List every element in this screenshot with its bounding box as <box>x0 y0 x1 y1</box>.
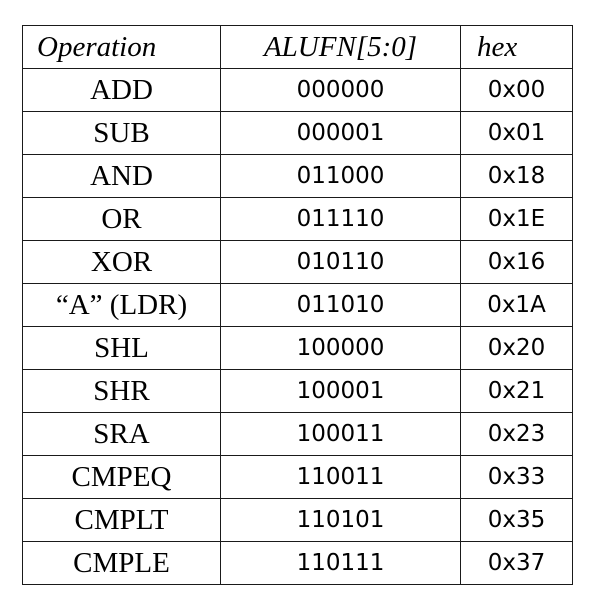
operation-cell: ADD <box>22 68 221 112</box>
table-row: CMPEQ 110011 0x33 <box>22 455 573 499</box>
header-alufn: ALUFN[5:0] <box>220 25 461 69</box>
alufn-cell: 010110 <box>220 240 461 284</box>
table-row: OR 011110 0x1E <box>22 197 573 241</box>
alufn-cell: 100001 <box>220 369 461 413</box>
table-row: ADD 000000 0x00 <box>22 68 573 112</box>
header-operation: Operation <box>22 25 221 69</box>
hex-cell: 0x23 <box>460 412 573 456</box>
operation-cell: “A” (LDR) <box>22 283 221 327</box>
hex-cell: 0x1E <box>460 197 573 241</box>
alufn-cell: 011010 <box>220 283 461 327</box>
table-row: AND 011000 0x18 <box>22 154 573 198</box>
alufn-cell: 011110 <box>220 197 461 241</box>
alufn-cell: 100011 <box>220 412 461 456</box>
operation-cell: SHR <box>22 369 221 413</box>
operation-cell: CMPLE <box>22 541 221 585</box>
hex-cell: 0x1A <box>460 283 573 327</box>
operation-cell: AND <box>22 154 221 198</box>
alufn-cell: 110101 <box>220 498 461 542</box>
table-row: XOR 010110 0x16 <box>22 240 573 284</box>
alufn-cell: 100000 <box>220 326 461 370</box>
alufn-cell: 000000 <box>220 68 461 112</box>
table-row: SUB 000001 0x01 <box>22 111 573 155</box>
operation-cell: OR <box>22 197 221 241</box>
operation-cell: CMPLT <box>22 498 221 542</box>
alufn-cell: 000001 <box>220 111 461 155</box>
table-row: “A” (LDR) 011010 0x1A <box>22 283 573 327</box>
alufn-cell: 110111 <box>220 541 461 585</box>
hex-cell: 0x21 <box>460 369 573 413</box>
operation-cell: SUB <box>22 111 221 155</box>
operation-cell: CMPEQ <box>22 455 221 499</box>
table-row: CMPLE 110111 0x37 <box>22 541 573 585</box>
alufn-table: Operation ALUFN[5:0] hex ADD 000000 0x00… <box>22 25 573 585</box>
operation-cell: SRA <box>22 412 221 456</box>
alufn-cell: 011000 <box>220 154 461 198</box>
hex-cell: 0x00 <box>460 68 573 112</box>
table-row: SHR 100001 0x21 <box>22 369 573 413</box>
hex-cell: 0x01 <box>460 111 573 155</box>
hex-cell: 0x33 <box>460 455 573 499</box>
table-row: SHL 100000 0x20 <box>22 326 573 370</box>
hex-cell: 0x35 <box>460 498 573 542</box>
header-row: Operation ALUFN[5:0] hex <box>22 25 573 69</box>
table-row: SRA 100011 0x23 <box>22 412 573 456</box>
operation-cell: XOR <box>22 240 221 284</box>
hex-cell: 0x18 <box>460 154 573 198</box>
hex-cell: 0x20 <box>460 326 573 370</box>
hex-cell: 0x16 <box>460 240 573 284</box>
hex-cell: 0x37 <box>460 541 573 585</box>
header-hex: hex <box>460 25 573 69</box>
operation-cell: SHL <box>22 326 221 370</box>
table-row: CMPLT 110101 0x35 <box>22 498 573 542</box>
alufn-cell: 110011 <box>220 455 461 499</box>
